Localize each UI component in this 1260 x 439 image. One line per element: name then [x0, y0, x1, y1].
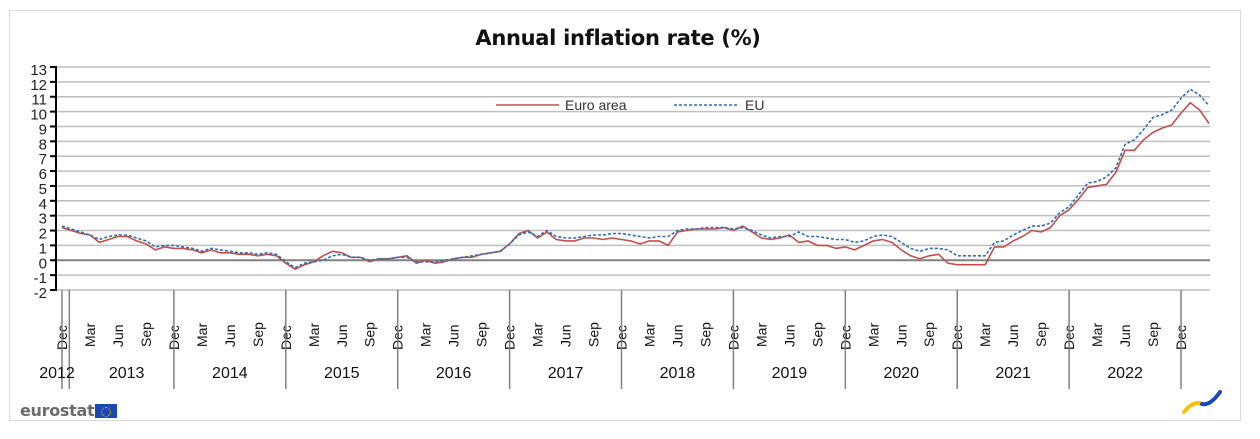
chart-swoosh-icon	[1182, 390, 1222, 414]
x-year-label: 2022	[1107, 365, 1143, 382]
x-tick-label: Sep	[921, 322, 937, 347]
y-tick-label: -1	[34, 270, 47, 287]
y-tick-label: 13	[30, 62, 47, 79]
y-tick-label: 12	[30, 77, 47, 94]
chart-title: Annual inflation rate (%)	[475, 26, 761, 50]
x-tick-label: Mar	[418, 323, 434, 347]
y-tick-label: 0	[39, 255, 47, 272]
x-tick-label: Sep	[474, 322, 490, 347]
y-tick-label: 6	[39, 166, 47, 183]
x-year-label: 2019	[772, 365, 808, 382]
legend-label-eu: EU	[745, 97, 764, 113]
x-tick-label: Mar	[1089, 323, 1105, 347]
x-tick-label: Jun	[334, 324, 350, 347]
x-tick-label: Jun	[110, 324, 126, 347]
x-year-label: 2020	[883, 365, 919, 382]
eu-flag-icon	[95, 403, 118, 418]
y-tick-label: 3	[39, 211, 47, 228]
x-tick-label: Sep	[809, 322, 825, 347]
x-tick-label: Jun	[893, 324, 909, 347]
x-tick-label: Sep	[586, 322, 602, 347]
x-year-label: 2015	[324, 365, 360, 382]
y-tick-label: 9	[39, 121, 47, 138]
x-tick-label: Jun	[1005, 324, 1021, 347]
x-tick-label: Jun	[1117, 324, 1133, 347]
series-line-eu	[61, 88, 1210, 269]
y-tick-label: 5	[39, 181, 47, 198]
gridlines	[56, 66, 1210, 291]
x-tick-label: Mar	[82, 323, 98, 347]
x-tick-label: Mar	[530, 323, 546, 347]
y-tick-label: 1	[39, 240, 47, 257]
x-year-label: 2017	[548, 365, 584, 382]
x-tick-label: Sep	[1033, 322, 1049, 347]
x-tick-label: Mar	[194, 323, 210, 347]
y-tick-label: 11	[31, 92, 47, 109]
x-tick-label: Jun	[446, 324, 462, 347]
x-tick-label: Mar	[977, 323, 993, 347]
x-tick-label: Mar	[753, 323, 769, 347]
x-year-label: 2018	[660, 365, 696, 382]
x-tick-label: Jun	[558, 324, 574, 347]
y-tick-label: 8	[39, 136, 47, 153]
x-tick-label: Jun	[669, 324, 685, 347]
y-tick-label: 2	[39, 226, 47, 243]
x-axis: Dec Mar Jun Sep Dec Mar Jun Sep Dec Mar Jun Sep Dec M…	[39, 290, 1189, 389]
y-tick-label: 4	[39, 196, 47, 213]
series-line-euro-area	[61, 101, 1210, 271]
x-tick-label: Jun	[222, 324, 238, 347]
y-tick-label: 7	[39, 151, 47, 168]
x-year-label: 2014	[212, 365, 248, 382]
x-year-label: 2012	[39, 365, 75, 382]
x-year-label: 2021	[995, 365, 1031, 382]
x-tick-label: Mar	[306, 323, 322, 347]
x-year-label: 2016	[436, 365, 472, 382]
y-tick-label: 10	[30, 107, 47, 124]
x-tick-label: Jun	[781, 324, 797, 347]
eurostat-logo: eurostat	[20, 401, 118, 420]
x-tick-label: Sep	[138, 322, 154, 347]
legend-label-euro-area: Euro area	[565, 97, 627, 113]
series-lines	[61, 88, 1210, 271]
legend: Euro area EU	[496, 97, 764, 113]
eurostat-logo-text: eurostat	[20, 401, 95, 420]
x-tick-label: Sep	[697, 322, 713, 347]
x-tick-label: Sep	[1145, 322, 1161, 347]
y-tick-label: -2	[34, 285, 47, 302]
x-tick-label: Mar	[865, 323, 881, 347]
x-tick-label: Sep	[250, 322, 266, 347]
x-tick-label: Mar	[641, 323, 657, 347]
x-tick-label: Sep	[362, 322, 378, 347]
x-year-label: 2013	[109, 365, 145, 382]
